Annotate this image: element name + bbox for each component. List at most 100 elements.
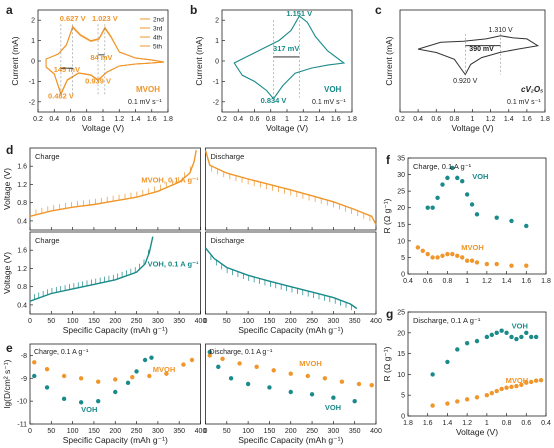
data-point: [469, 202, 475, 207]
rate-label: 0.1 mV s⁻¹: [312, 99, 346, 106]
plot-frame-e: [29, 343, 201, 425]
y-tick-label: -2: [213, 99, 219, 106]
legend-entry: 4th: [153, 35, 162, 42]
data-point: [322, 376, 328, 381]
sample-label: cV₂O₅: [521, 85, 543, 94]
x-tick-label: 0.6: [521, 420, 531, 427]
x-tick-label: 150: [88, 428, 100, 435]
y-tick-label: 15: [397, 222, 405, 229]
gcd-discharge-curve: [204, 150, 377, 225]
sample-label: MVOH, 0.1 A g⁻¹: [141, 175, 199, 184]
data-point: [484, 393, 490, 398]
x-tick-label: 100: [67, 428, 79, 435]
x-tick-label: 50: [47, 318, 55, 325]
data-point: [455, 253, 460, 258]
y-axis-label: Current (mA): [384, 36, 394, 85]
x-tick-label: 1.2: [114, 116, 124, 123]
x-tick-label: 400: [195, 428, 207, 435]
x-tick-label: 350: [173, 318, 185, 325]
y-tick-label: -1: [213, 79, 219, 86]
x-tick-label: 0.8: [82, 116, 92, 123]
data-point: [440, 253, 445, 258]
y-tick-label: -9: [21, 376, 27, 383]
data-point: [533, 334, 539, 340]
y-tick-label: 5: [401, 393, 405, 400]
x-tick-label: 0.4: [541, 420, 551, 427]
data-point: [499, 386, 504, 392]
x-tick-label: 100: [242, 318, 254, 325]
data-point: [216, 364, 221, 370]
y-axis-label: Current (mA): [10, 36, 20, 85]
data-point: [450, 251, 455, 257]
data-point: [489, 390, 494, 396]
x-tick-label: 400: [370, 428, 382, 435]
data-point: [96, 379, 101, 384]
y-axis-label: Voltage (V): [2, 168, 12, 210]
series-label: MVOH: [153, 365, 176, 374]
sample-label: VOH, 0.1 A g⁻¹: [148, 259, 199, 268]
x-tick-label: 250: [306, 318, 318, 325]
x-tick-label: 1: [471, 116, 475, 123]
data-point: [499, 328, 504, 333]
data-point: [331, 395, 336, 400]
x-axis-label: Specific Capacity (mAh g⁻¹): [238, 325, 343, 335]
x-tick-label: 1.4: [315, 116, 325, 123]
data-point: [130, 374, 135, 380]
row-label-left: Charge: [35, 236, 60, 245]
gcd-discharge-curve: [204, 247, 358, 310]
data-point: [44, 366, 50, 372]
annotation: 145 mV: [54, 65, 80, 74]
data-point: [267, 385, 272, 390]
data-point: [430, 372, 435, 377]
x-tick-label: 0.4: [49, 116, 59, 123]
data-point: [529, 379, 534, 385]
y-tick-label: 1.6: [17, 164, 27, 171]
data-point: [96, 398, 101, 404]
x-tick-label: 1.8: [541, 278, 551, 285]
data-point: [288, 371, 293, 376]
y-tick-label: 0: [31, 59, 35, 66]
annotation: 0.627 V: [60, 14, 86, 23]
data-point: [435, 195, 440, 200]
x-tick-label: 50: [223, 428, 231, 435]
x-tick-label: 1.8: [347, 116, 357, 123]
y-tick-label: -2: [29, 99, 35, 106]
x-axis-label: Voltage (V): [456, 427, 498, 437]
data-point: [514, 336, 519, 342]
x-tick-label: 1.6: [147, 116, 157, 123]
x-tick-label: 1.4: [504, 116, 514, 123]
x-axis-label: Voltage (V): [451, 123, 493, 133]
data-point: [245, 381, 251, 387]
data-point: [356, 381, 362, 387]
x-tick-label: 1: [285, 116, 289, 123]
data-point: [464, 341, 470, 346]
x-tick-label: 50: [223, 318, 231, 325]
series-label: MVOH: [506, 376, 528, 385]
data-point: [445, 175, 450, 181]
row-label-left: Charge, 0.1 A g⁻¹: [34, 349, 89, 356]
data-point: [61, 373, 67, 379]
x-tick-label: 1.8: [403, 420, 413, 427]
y-tick-label: 0: [401, 272, 405, 279]
x-tick-label: 0.6: [431, 116, 441, 123]
x-axis-label: Specific Capacity (mAh g⁻¹): [63, 325, 168, 335]
x-tick-label: 200: [109, 318, 121, 325]
y-tick-label: 1: [31, 38, 35, 45]
y-tick-label: 1: [215, 38, 219, 45]
y-tick-label: 0: [401, 414, 405, 421]
data-point: [32, 373, 37, 379]
series-label: VOH: [472, 172, 488, 181]
data-point: [445, 251, 450, 257]
data-point: [61, 396, 67, 402]
data-point: [228, 376, 234, 381]
data-point: [125, 380, 131, 386]
x-tick-label: 1.2: [482, 278, 492, 285]
data-point: [484, 261, 490, 267]
data-point: [524, 263, 529, 268]
x-tick-label: 0.6: [423, 278, 433, 285]
series-label: MVOH: [299, 359, 322, 368]
x-tick-label: 1: [465, 278, 469, 285]
data-point: [484, 334, 490, 340]
x-tick-label: 1.4: [131, 116, 141, 123]
x-tick-label: 250: [131, 318, 143, 325]
